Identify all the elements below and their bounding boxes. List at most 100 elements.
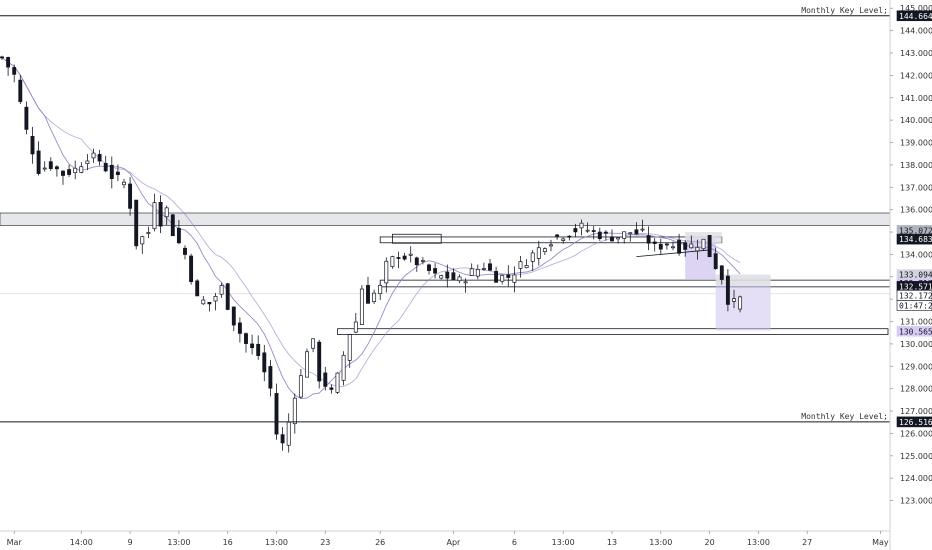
candle: [176, 219, 181, 245]
candle: [335, 372, 340, 395]
price-tick-label: 140.000: [900, 116, 932, 125]
candle-body: [109, 164, 114, 179]
candle: [488, 258, 492, 272]
key-level-label: Monthly Key Level;: [801, 412, 888, 421]
candle: [433, 263, 438, 279]
candle: [0, 55, 4, 61]
candle-body: [530, 252, 535, 262]
candle: [530, 249, 535, 272]
candle: [359, 285, 364, 325]
time-tick-label: 13:00: [649, 538, 672, 547]
position-target-zone: [715, 274, 771, 286]
time-axis[interactable]: Mar 14:00 9 13:00 16 13:00 23 26 Apr 6 13:00 13 13:0…: [0, 530, 890, 547]
candle: [6, 56, 11, 76]
price-tick-label: 139.000: [900, 139, 932, 148]
resistance-zone: [0, 212, 891, 226]
candle: [134, 199, 139, 250]
candle-body: [158, 201, 163, 227]
candle-body: [280, 434, 285, 444]
candle-body: [652, 241, 657, 244]
candle: [366, 276, 370, 304]
candle: [219, 282, 224, 298]
candle-body: [189, 255, 194, 283]
candle-body: [451, 272, 456, 280]
candle-body: [274, 393, 279, 435]
candle-body: [732, 298, 736, 302]
candle: [652, 238, 657, 252]
price-tick-label: 145.000: [900, 4, 932, 13]
candle-body: [311, 338, 316, 349]
candle-body: [640, 228, 645, 231]
price-badge: 144.664: [896, 10, 932, 22]
candle: [12, 64, 17, 83]
candle-body: [707, 235, 712, 258]
time-tick-label: 13: [607, 538, 617, 547]
price-badge-bg: [896, 233, 932, 245]
price-badge: 01:47:29: [896, 300, 932, 311]
candle-body: [481, 268, 486, 270]
candle: [481, 262, 486, 271]
price-badge-text: 133.094: [899, 271, 932, 280]
moving-averages-layer: [1, 57, 741, 400]
candle-body: [384, 260, 389, 284]
candle: [707, 235, 712, 258]
demand-box: [337, 328, 889, 335]
candle-body: [689, 243, 694, 249]
candle-body: [347, 334, 352, 361]
candle: [353, 312, 358, 334]
candle-body: [67, 169, 72, 175]
candle-body: [122, 181, 126, 186]
drop-zone-top: [685, 232, 722, 244]
candle: [323, 366, 328, 391]
candle-body: [634, 229, 639, 235]
candle-body: [183, 247, 187, 255]
candle: [24, 101, 29, 135]
candle: [701, 238, 706, 251]
key-level-label: Monthly Key Level;: [801, 6, 888, 15]
candle-body: [353, 321, 358, 333]
price-badge-text: 144.664: [899, 12, 932, 21]
candle-body: [256, 343, 261, 356]
candle-body: [329, 387, 334, 390]
candle: [341, 351, 346, 386]
candle-body: [42, 167, 47, 170]
zones-layer: [0, 212, 891, 335]
candle-body: [683, 242, 688, 250]
candle: [512, 266, 517, 293]
candle-body: [335, 372, 340, 393]
candle-body: [469, 268, 474, 276]
time-tick-label: May: [872, 538, 889, 547]
candle: [414, 256, 419, 272]
candle: [658, 238, 663, 256]
candle-body: [579, 222, 584, 229]
candle-body: [695, 246, 700, 252]
candle: [73, 160, 78, 180]
price-tick-label: 138.000: [900, 161, 932, 170]
candle-body: [524, 265, 529, 269]
time-tick-label: 27: [802, 538, 812, 547]
price-tick-label: 127.000: [900, 407, 932, 416]
price-tick-label: 144.000: [900, 27, 932, 36]
candle: [225, 282, 230, 311]
candle: [457, 274, 462, 284]
candle-body: [85, 160, 90, 164]
candle: [237, 317, 242, 343]
candle: [713, 247, 718, 270]
candle-body: [6, 57, 11, 68]
price-badge-text: 126.516: [899, 418, 932, 427]
candle-body: [262, 352, 267, 373]
time-tick-label: 13:00: [265, 538, 288, 547]
candle-body: [366, 285, 370, 304]
candle-body: [134, 199, 139, 247]
candle-body: [390, 256, 395, 267]
candle-body: [610, 236, 614, 242]
candle-body: [54, 166, 59, 170]
candle: [85, 154, 90, 171]
candle: [115, 164, 120, 182]
candle: [292, 393, 297, 434]
price-badge-text: 132.571: [899, 282, 932, 291]
candle: [256, 335, 261, 360]
candle-body: [591, 230, 596, 232]
candle-body: [0, 56, 4, 59]
